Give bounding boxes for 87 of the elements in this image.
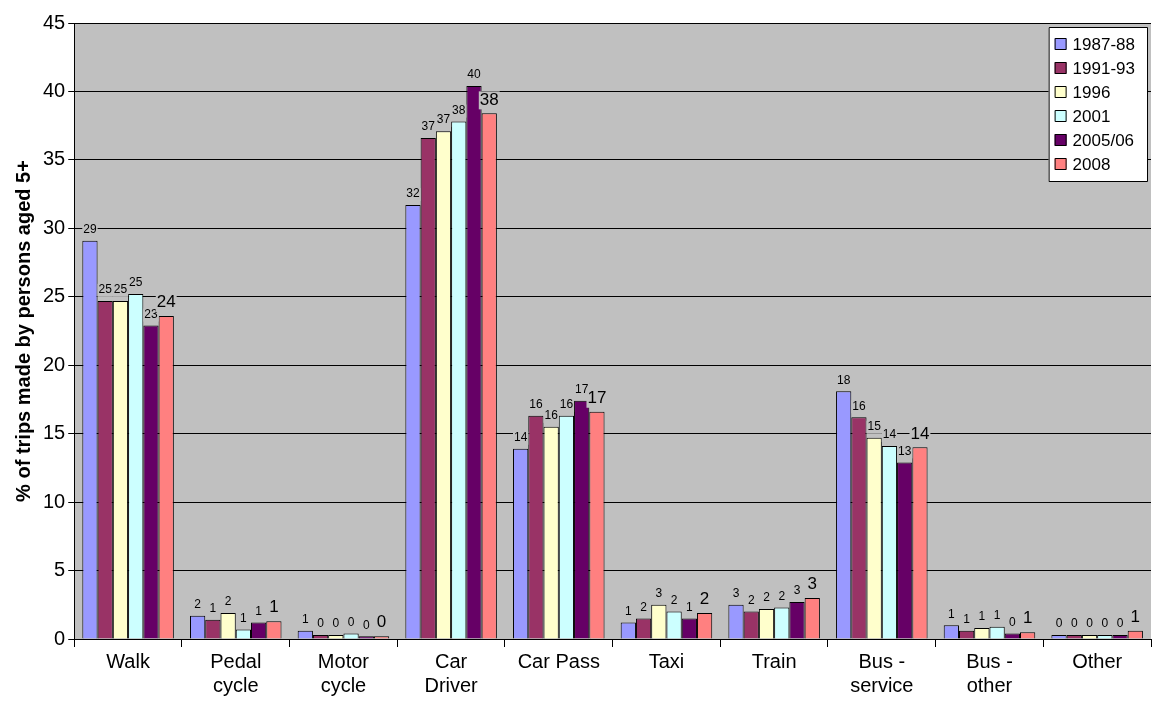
legend-label: 2008	[1072, 154, 1111, 174]
y-axis-title: % of trips made by persons aged 5+	[11, 160, 34, 502]
data-label: 24	[156, 292, 176, 312]
data-label: 37	[421, 119, 436, 134]
data-label: 25	[129, 275, 143, 290]
data-label: 1	[1130, 606, 1141, 626]
x-tick-label: Bus - service	[850, 649, 914, 696]
data-label: 23	[144, 306, 158, 321]
y-tick-label: 5	[54, 558, 66, 581]
data-label: 1	[269, 597, 279, 617]
data-label: 1	[963, 612, 971, 627]
data-label: 1	[301, 612, 309, 627]
data-label: 0	[1055, 616, 1063, 631]
data-label: 0	[1116, 616, 1124, 631]
data-label: 18	[837, 372, 851, 387]
data-label: 16	[559, 397, 574, 412]
data-label: 16	[544, 408, 559, 423]
y-tick-label: 0	[54, 626, 66, 649]
data-label: 1	[993, 607, 1001, 622]
data-label: 25	[98, 282, 113, 297]
data-label: 2	[194, 597, 202, 612]
data-label: 0	[362, 617, 370, 632]
data-label: 15	[867, 419, 882, 434]
data-label: 2	[747, 592, 755, 607]
data-label: 0	[332, 616, 340, 631]
y-tick-label: 20	[43, 352, 66, 375]
data-label: 1	[240, 610, 248, 625]
data-label: 2	[640, 599, 648, 614]
legend-label: 1996	[1072, 82, 1111, 102]
legend-label: 1991-93	[1072, 58, 1135, 78]
data-label: 0	[347, 614, 355, 629]
y-tick-label: 10	[43, 489, 66, 512]
data-label: 1	[978, 609, 986, 624]
data-label: 25	[113, 282, 128, 297]
data-label: 40	[467, 67, 481, 82]
data-label: 0	[1009, 614, 1017, 629]
data-label: 3	[807, 574, 818, 594]
data-label: 1	[624, 603, 632, 618]
legend-label: 2005/06	[1072, 130, 1135, 150]
data-label: 38	[479, 89, 499, 109]
data-label: 2	[670, 592, 678, 607]
data-label: 1	[686, 599, 693, 614]
y-tick-label: 30	[43, 215, 66, 238]
data-label: 2	[763, 590, 771, 605]
data-label: 0	[1101, 616, 1109, 631]
data-label: 0	[376, 612, 387, 632]
data-label: 16	[529, 397, 543, 412]
legend-label: 1987-88	[1072, 34, 1135, 54]
data-label: 0	[317, 616, 325, 631]
data-label: 1	[255, 603, 263, 618]
y-tick-label: 40	[43, 78, 66, 101]
data-label: 2	[778, 588, 786, 603]
legend-label: 2001	[1072, 106, 1111, 126]
x-tick-label: Taxi	[648, 649, 685, 672]
y-tick-label: 45	[43, 10, 66, 33]
data-label: 16	[852, 398, 866, 413]
x-tick-label: Car Driver	[424, 649, 479, 696]
data-label: 3	[655, 586, 663, 601]
data-label: 3	[732, 586, 740, 601]
data-label: 38	[452, 102, 466, 117]
x-tick-label: Motor cycle	[317, 649, 370, 696]
data-label: 17	[574, 382, 589, 397]
data-label: 1	[948, 606, 956, 621]
data-label: 14	[513, 430, 528, 445]
data-label: 2	[224, 594, 232, 609]
x-tick-label: Bus - other	[966, 649, 1013, 696]
data-label: 2	[699, 589, 710, 609]
data-label: 14	[910, 423, 930, 443]
x-tick-label: Other	[1072, 649, 1123, 672]
y-tick-label: 15	[43, 421, 66, 444]
x-tick-label: Pedal cycle	[210, 649, 262, 696]
data-label: 29	[83, 221, 97, 236]
data-label: 32	[406, 186, 420, 201]
data-label: 0	[1070, 616, 1078, 631]
x-tick-label: Car Pass	[517, 649, 600, 672]
data-label: 17	[587, 387, 607, 407]
x-tick-label: Train	[751, 649, 797, 672]
y-tick-label: 25	[43, 284, 66, 307]
data-label: 1	[209, 601, 217, 616]
data-label: 0	[1086, 616, 1094, 631]
data-label: 13	[898, 443, 912, 458]
data-label: 14	[882, 427, 897, 442]
data-label: 3	[793, 583, 801, 598]
data-label: 37	[436, 112, 451, 127]
data-label: 1	[1022, 608, 1033, 628]
x-tick-label: Walk	[106, 649, 151, 672]
y-tick-label: 35	[43, 147, 66, 170]
